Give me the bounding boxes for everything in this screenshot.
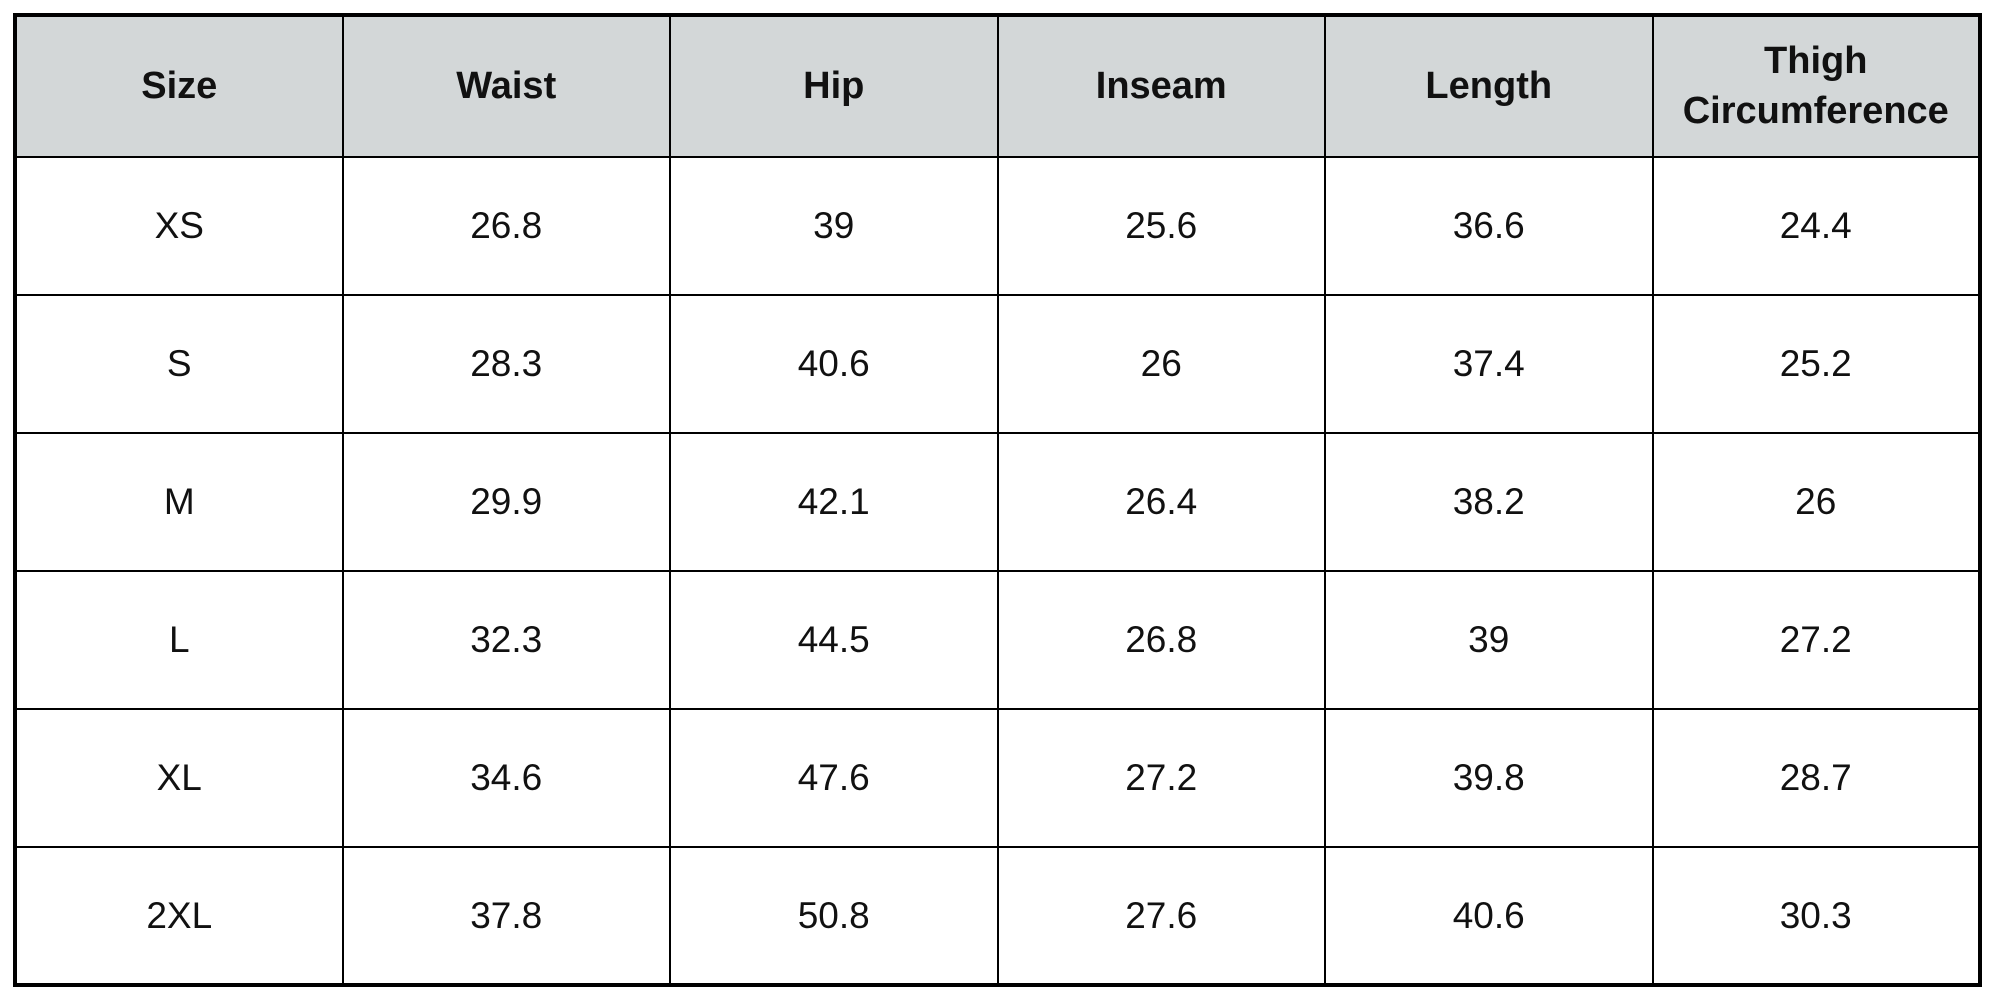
header-cell-thigh-circumference: Thigh Circumference bbox=[1651, 14, 1981, 158]
table-cell: 38.2 bbox=[1324, 432, 1654, 572]
table-body: XS 26.8 39 25.6 36.6 24.4 S 28.3 40.6 26… bbox=[14, 156, 1981, 986]
table-cell: 50.8 bbox=[669, 846, 999, 986]
table-cell: 32.3 bbox=[341, 570, 671, 710]
row-label: S bbox=[14, 294, 344, 434]
table-cell: 27.2 bbox=[996, 708, 1326, 848]
header-cell-size: Size bbox=[14, 14, 344, 158]
table-row-m: M 29.9 42.1 26.4 38.2 26 bbox=[14, 432, 1981, 572]
table-cell: 26 bbox=[1651, 432, 1981, 572]
header-cell-hip: Hip bbox=[669, 14, 999, 158]
row-label: 2XL bbox=[14, 846, 344, 986]
table-row-s: S 28.3 40.6 26 37.4 25.2 bbox=[14, 294, 1981, 434]
table-cell: 34.6 bbox=[341, 708, 671, 848]
table-cell: 24.4 bbox=[1651, 156, 1981, 296]
table-cell: 26.8 bbox=[996, 570, 1326, 710]
table-row-2xl: 2XL 37.8 50.8 27.6 40.6 30.3 bbox=[14, 846, 1981, 986]
table-cell: 26 bbox=[996, 294, 1326, 434]
table-cell: 25.6 bbox=[996, 156, 1326, 296]
header-cell-waist: Waist bbox=[341, 14, 671, 158]
size-chart-table: Size Waist Hip Inseam Length Thigh Circu… bbox=[13, 13, 1982, 987]
table-cell: 28.7 bbox=[1651, 708, 1981, 848]
table-header: Size Waist Hip Inseam Length Thigh Circu… bbox=[14, 14, 1981, 158]
table-cell: 42.1 bbox=[669, 432, 999, 572]
size-chart-container: Size Waist Hip Inseam Length Thigh Circu… bbox=[13, 13, 1982, 987]
table-cell: 39 bbox=[669, 156, 999, 296]
table-cell: 44.5 bbox=[669, 570, 999, 710]
table-cell: 26.8 bbox=[341, 156, 671, 296]
row-label: XL bbox=[14, 708, 344, 848]
table-cell: 47.6 bbox=[669, 708, 999, 848]
table-row-l: L 32.3 44.5 26.8 39 27.2 bbox=[14, 570, 1981, 710]
table-cell: 40.6 bbox=[669, 294, 999, 434]
table-cell: 37.8 bbox=[341, 846, 671, 986]
row-label: XS bbox=[14, 156, 344, 296]
table-cell: 29.9 bbox=[341, 432, 671, 572]
row-label: L bbox=[14, 570, 344, 710]
table-cell: 25.2 bbox=[1651, 294, 1981, 434]
table-cell: 28.3 bbox=[341, 294, 671, 434]
header-row: Size Waist Hip Inseam Length Thigh Circu… bbox=[14, 14, 1981, 158]
table-row-xs: XS 26.8 39 25.6 36.6 24.4 bbox=[14, 156, 1981, 296]
table-cell: 39 bbox=[1324, 570, 1654, 710]
table-cell: 39.8 bbox=[1324, 708, 1654, 848]
table-cell: 26.4 bbox=[996, 432, 1326, 572]
table-cell: 40.6 bbox=[1324, 846, 1654, 986]
header-cell-inseam: Inseam bbox=[996, 14, 1326, 158]
table-cell: 37.4 bbox=[1324, 294, 1654, 434]
table-row-xl: XL 34.6 47.6 27.2 39.8 28.7 bbox=[14, 708, 1981, 848]
header-cell-length: Length bbox=[1324, 14, 1654, 158]
table-cell: 27.2 bbox=[1651, 570, 1981, 710]
table-cell: 27.6 bbox=[996, 846, 1326, 986]
table-cell: 36.6 bbox=[1324, 156, 1654, 296]
table-cell: 30.3 bbox=[1651, 846, 1981, 986]
row-label: M bbox=[14, 432, 344, 572]
